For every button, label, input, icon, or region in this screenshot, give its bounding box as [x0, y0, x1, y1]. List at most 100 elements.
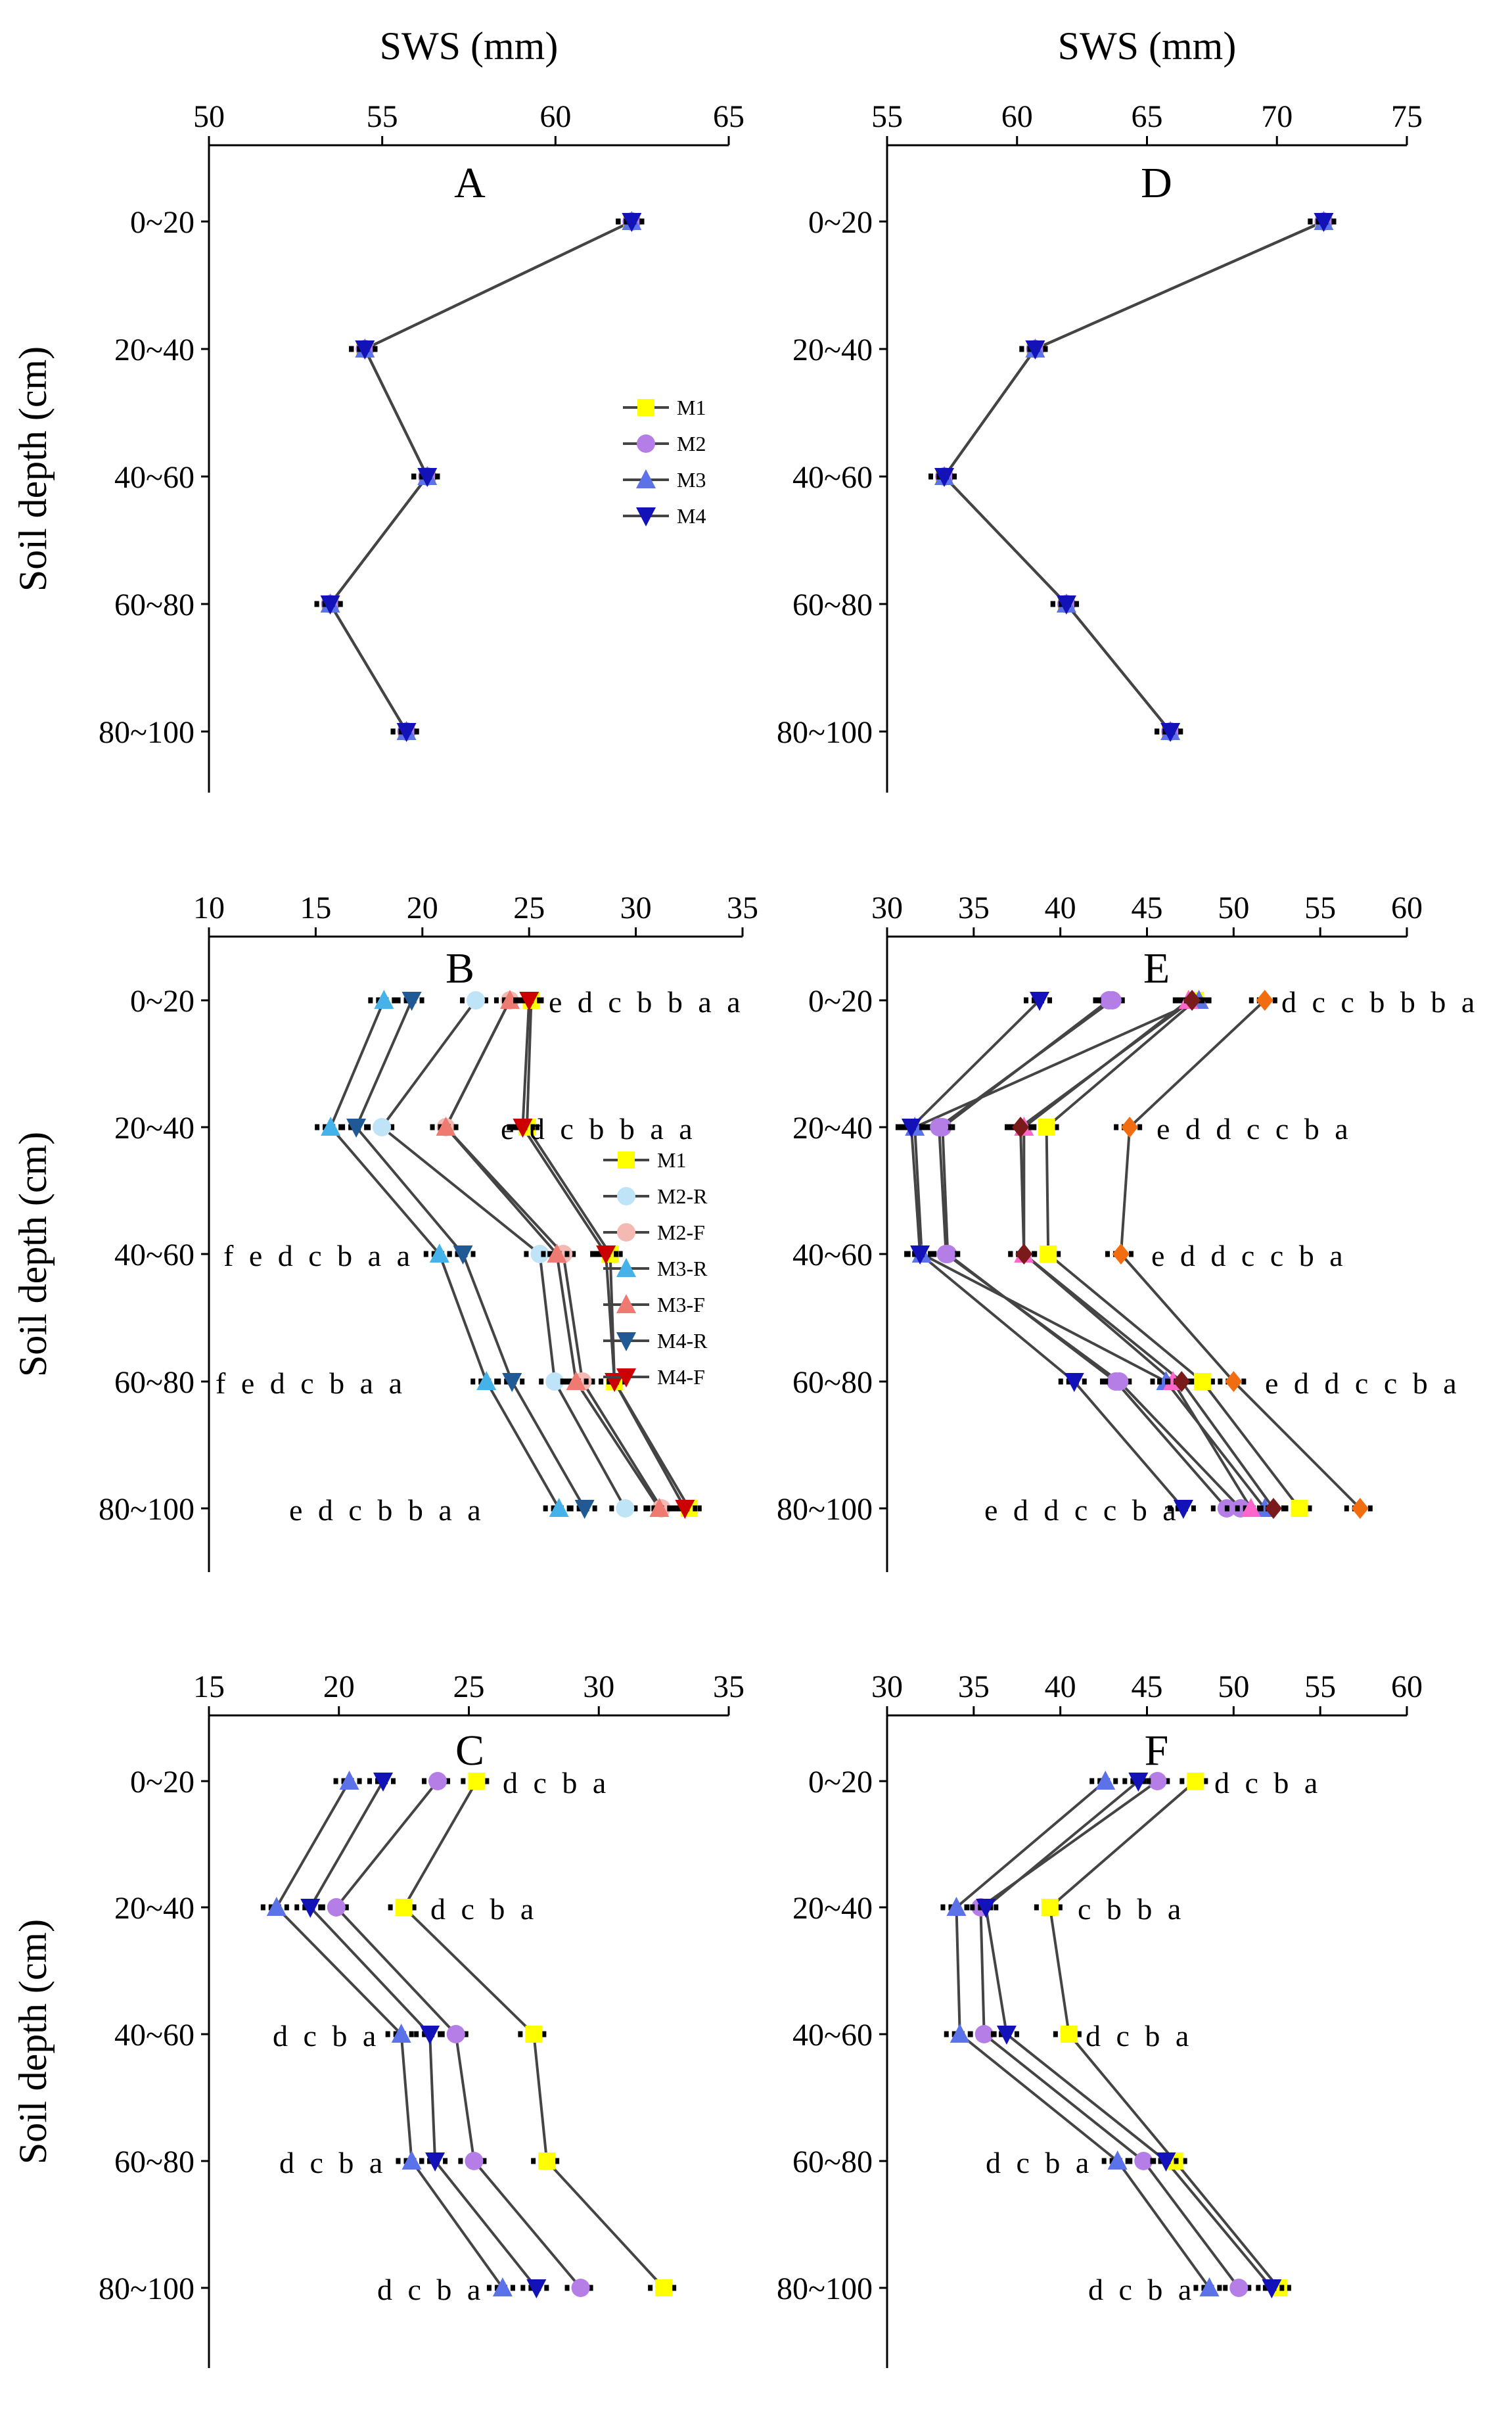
data-point — [596, 1245, 616, 1265]
significance-label: e d c b b a a — [549, 985, 745, 1019]
significance-label: d c b a — [1086, 2019, 1193, 2053]
data-point — [339, 1771, 359, 1790]
data-point — [1156, 2152, 1176, 2172]
panel-label: C — [455, 1727, 484, 1775]
series-m2 — [928, 212, 1340, 741]
x-tick-label: 60 — [1391, 1669, 1423, 1704]
legend-marker — [617, 1223, 635, 1242]
significance-label: d c b a — [377, 2273, 484, 2306]
series-line-m4 — [329, 220, 633, 733]
series-m4-r — [340, 992, 601, 1519]
data-point — [453, 1245, 473, 1265]
data-point — [616, 1499, 635, 1518]
significance-label: d c c b b b a — [1281, 985, 1478, 1019]
series-line-m3 — [943, 220, 1325, 733]
y-tick-label: 20~40 — [792, 333, 873, 367]
data-point — [934, 468, 955, 487]
series-m1 — [928, 213, 1340, 740]
y-tick-label: 60~80 — [114, 588, 195, 622]
x-tick-label: 25 — [453, 1669, 485, 1704]
data-point — [1012, 1117, 1030, 1138]
significance-label: e d d c c b a — [1151, 1239, 1347, 1272]
data-point — [1095, 1771, 1116, 1790]
data-point — [346, 1119, 367, 1138]
data-point — [574, 1500, 595, 1519]
x-tick-label: 45 — [1132, 891, 1163, 925]
legend-marker — [637, 399, 654, 416]
data-point — [420, 2026, 440, 2045]
panel-a: 50 55 60 65 0~20 20~40 40~60 60~80 80~100 SWS (mm… — [11, 24, 745, 793]
y-axis-title: Soil depth (cm) — [11, 1132, 55, 1377]
x-tick-label: 35 — [713, 1669, 745, 1704]
y-tick-label: 40~60 — [792, 2018, 873, 2053]
x-tick-label: 40 — [1045, 891, 1076, 925]
data-point — [446, 2025, 465, 2043]
x-tick-label: 55 — [1304, 891, 1336, 925]
significance-label: e d c b b a a — [501, 1112, 697, 1146]
data-point — [1229, 2279, 1249, 2297]
data-point — [321, 1117, 341, 1136]
data-point — [526, 2279, 547, 2298]
y-tick-label: 60~80 — [792, 1365, 873, 1400]
x-tick-label: 65 — [1132, 99, 1163, 134]
data-point — [327, 1898, 346, 1917]
series-line-m2 — [329, 220, 633, 733]
x-tick-label: 30 — [871, 891, 903, 925]
y-tick-label: 0~20 — [808, 1765, 873, 1800]
data-point — [300, 1899, 321, 1918]
x-tick-label: 50 — [193, 99, 225, 134]
data-point — [525, 2026, 543, 2043]
data-point — [1041, 1899, 1059, 1916]
x-tick-label: 50 — [1218, 891, 1249, 925]
data-point — [374, 990, 394, 1009]
data-point — [930, 1118, 949, 1136]
data-point — [1262, 2279, 1282, 2298]
significance-label: d c b a — [279, 2146, 386, 2179]
data-point — [1173, 1500, 1193, 1519]
data-point — [675, 1500, 695, 1519]
data-point — [1030, 992, 1050, 1011]
series-m4 — [294, 1773, 553, 2298]
significance-label: d c b a — [1088, 2273, 1195, 2306]
x-tick-label: 55 — [367, 99, 398, 134]
data-point — [936, 1245, 955, 1263]
data-point — [1038, 1119, 1055, 1136]
series-line-m2-r — [380, 999, 627, 1509]
y-tick-label: 20~40 — [114, 1111, 195, 1146]
panel-label: B — [446, 944, 474, 992]
data-point — [530, 1245, 549, 1263]
y-tick-label: 20~40 — [114, 1891, 195, 1926]
data-point — [1040, 1245, 1057, 1263]
series-m4-r — [895, 992, 1199, 1519]
data-point — [1264, 1498, 1282, 1519]
x-tick-label: 30 — [620, 891, 652, 925]
data-point — [396, 723, 417, 742]
panel-label: E — [1143, 944, 1170, 992]
panel-label: A — [454, 159, 486, 207]
legend-label: M2 — [677, 432, 706, 455]
x-tick-label: 15 — [300, 891, 331, 925]
data-point — [946, 1897, 967, 1916]
significance-label: e d d c c b a — [1265, 1366, 1461, 1400]
data-point — [1160, 723, 1181, 742]
data-point — [1134, 2152, 1153, 2170]
y-tick-label: 20~40 — [792, 1111, 873, 1146]
data-point — [1199, 2277, 1220, 2296]
data-point — [571, 2279, 590, 2297]
legend-label: M4-R — [657, 1329, 708, 1353]
panel-b: 10 15 20 25 30 35 0~20 20~40 40~60 60~80 80~100 Soi… — [11, 891, 758, 1572]
data-point — [502, 1373, 522, 1392]
x-tick-label: 10 — [193, 891, 225, 925]
data-point — [1128, 1773, 1149, 1792]
data-point — [476, 1371, 497, 1390]
data-point — [996, 2026, 1017, 2045]
x-tick-label: 75 — [1391, 99, 1423, 134]
series-m4 — [928, 213, 1340, 742]
series-m4 — [970, 1773, 1288, 2298]
data-point — [1256, 990, 1273, 1011]
y-axis-title: Soil depth (cm) — [11, 1919, 55, 2164]
y-tick-label: 0~20 — [808, 205, 873, 240]
data-point — [492, 2277, 513, 2296]
y-axis-title: Soil depth (cm) — [11, 346, 55, 592]
legend-marker — [636, 469, 656, 488]
